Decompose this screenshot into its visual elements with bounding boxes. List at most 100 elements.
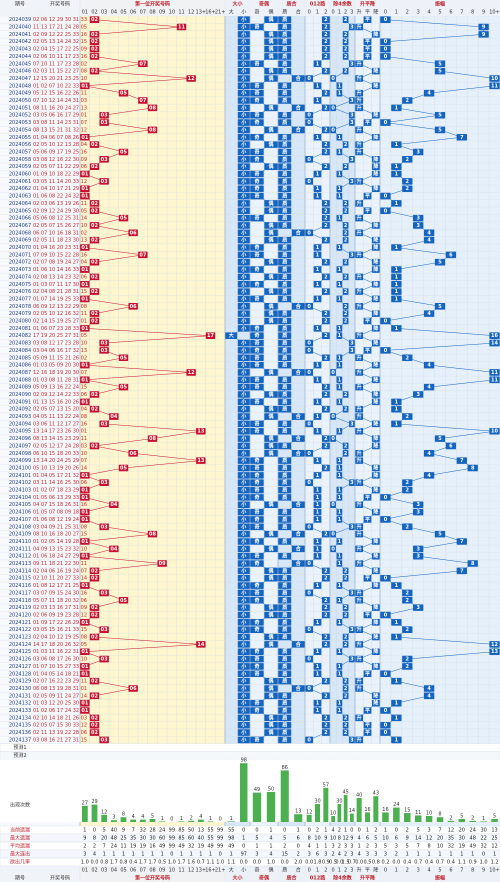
cell-text: 平 bbox=[365, 53, 370, 60]
trend-link bbox=[439, 430, 495, 439]
cell-text: 4 bbox=[427, 473, 431, 479]
tag-cell bbox=[321, 104, 330, 112]
cell-text: 质 bbox=[282, 538, 287, 545]
trend-link bbox=[84, 85, 124, 94]
cell-text: 03 bbox=[101, 421, 108, 427]
first-number-cell bbox=[89, 405, 100, 413]
tag-cell bbox=[336, 464, 343, 472]
tag-cell bbox=[264, 141, 278, 148]
cell-text: 小 bbox=[241, 450, 246, 457]
tag-cell bbox=[250, 354, 264, 362]
draw-numbers: 01 09 10 18 22 29 03 bbox=[33, 172, 87, 178]
tag-cell bbox=[336, 325, 343, 332]
cell-text: 小 bbox=[241, 237, 246, 244]
col-label: 1 bbox=[338, 10, 341, 16]
cell-text: 0 bbox=[331, 414, 335, 420]
cell-text: 1 bbox=[316, 282, 320, 288]
col-label: 08 bbox=[149, 10, 155, 16]
tag-cell bbox=[413, 501, 424, 509]
trend-link bbox=[84, 548, 114, 557]
stats-value: 9 bbox=[406, 836, 409, 842]
stats-value: 7 bbox=[438, 828, 441, 834]
cell-text: 小 bbox=[241, 126, 246, 133]
group-title: 012路 bbox=[310, 1, 326, 8]
cell-text: 2 bbox=[324, 91, 328, 97]
period: 2024051 bbox=[9, 105, 31, 111]
tag-cell bbox=[434, 303, 446, 310]
tag-cell bbox=[250, 508, 264, 516]
tag-cell bbox=[237, 427, 250, 435]
count-value: 98 bbox=[241, 758, 247, 764]
stats-value: 0 bbox=[242, 844, 245, 850]
tag-cell bbox=[342, 574, 349, 582]
stats-value: 0 bbox=[358, 828, 361, 834]
stats-value: 12 bbox=[342, 836, 348, 842]
tag-cell bbox=[371, 310, 380, 317]
cell-text: 03 bbox=[101, 657, 108, 663]
stats-value: 99 bbox=[169, 844, 175, 850]
cell-text: 小 bbox=[241, 68, 246, 75]
trend-link bbox=[385, 34, 484, 42]
cell-text: 小 bbox=[241, 229, 246, 236]
cell-text: 01 bbox=[81, 267, 88, 273]
cell-text: 10 bbox=[491, 76, 498, 82]
cell-text: 2 bbox=[406, 179, 410, 185]
tag-cell bbox=[264, 303, 278, 310]
cell-text: 02 bbox=[91, 208, 98, 214]
cell-text: 平 bbox=[365, 494, 370, 501]
tag-cell bbox=[291, 435, 305, 442]
tag-cell bbox=[237, 729, 250, 736]
count-value: 50 bbox=[268, 787, 274, 793]
trend-link bbox=[133, 453, 201, 461]
period: 2024064 bbox=[9, 201, 31, 207]
tag-cell bbox=[402, 597, 413, 604]
cell-text: 偶 bbox=[267, 501, 273, 508]
count-bar bbox=[447, 820, 455, 822]
cell-text: 降 bbox=[373, 634, 379, 641]
tag-cell bbox=[264, 200, 278, 207]
cell-text: 04 bbox=[110, 546, 117, 552]
draw-numbers: 14 17 18 20 26 32 05 bbox=[33, 642, 87, 648]
tag-cell bbox=[264, 317, 278, 325]
tag-cell bbox=[342, 633, 349, 641]
tag-cell bbox=[355, 685, 364, 692]
period: 2024098 bbox=[9, 451, 31, 457]
count-bar bbox=[323, 787, 329, 822]
tag-cell bbox=[402, 185, 413, 192]
trend-link bbox=[84, 644, 201, 652]
tag-cell bbox=[363, 317, 372, 325]
tag-cell bbox=[336, 214, 343, 222]
cell-text: 小 bbox=[241, 656, 246, 663]
tag-cell bbox=[380, 45, 391, 53]
col-label: 2 bbox=[406, 868, 409, 874]
tag-cell bbox=[278, 347, 292, 354]
cell-text: 合 bbox=[295, 450, 302, 457]
cell-text: 升 bbox=[357, 406, 362, 413]
tag-cell bbox=[355, 413, 364, 420]
cell-text: 偶 bbox=[267, 641, 273, 648]
cell-text: 01 bbox=[81, 517, 88, 523]
cell-text: 升 bbox=[357, 141, 362, 148]
trend-link bbox=[396, 137, 462, 145]
stats-value: 16 bbox=[149, 844, 155, 850]
cell-text: 1 bbox=[338, 708, 342, 714]
stats-value: 1.8 bbox=[314, 860, 322, 866]
cell-text: 2 bbox=[344, 693, 348, 699]
trend-link bbox=[385, 511, 419, 520]
cell-text: 03 bbox=[101, 524, 108, 530]
tag-cell bbox=[250, 486, 264, 494]
tag-cell bbox=[355, 354, 364, 362]
cell-text: 质 bbox=[282, 420, 287, 427]
draw-numbers: 01 06 07 23 28 33 16 bbox=[33, 326, 87, 332]
cell-text: 质 bbox=[282, 193, 287, 200]
cell-text: 05 bbox=[120, 385, 127, 391]
cell-text: 1 bbox=[395, 635, 399, 641]
tag-cell bbox=[237, 420, 250, 428]
period: 2024078 bbox=[9, 304, 31, 310]
tag-cell bbox=[363, 494, 372, 501]
cell-text: 小 bbox=[241, 685, 246, 692]
cell-text: 01 bbox=[81, 282, 88, 288]
stats-value: 2 bbox=[338, 828, 341, 834]
cell-text: 1 bbox=[316, 252, 320, 258]
tag-cell bbox=[278, 53, 292, 60]
